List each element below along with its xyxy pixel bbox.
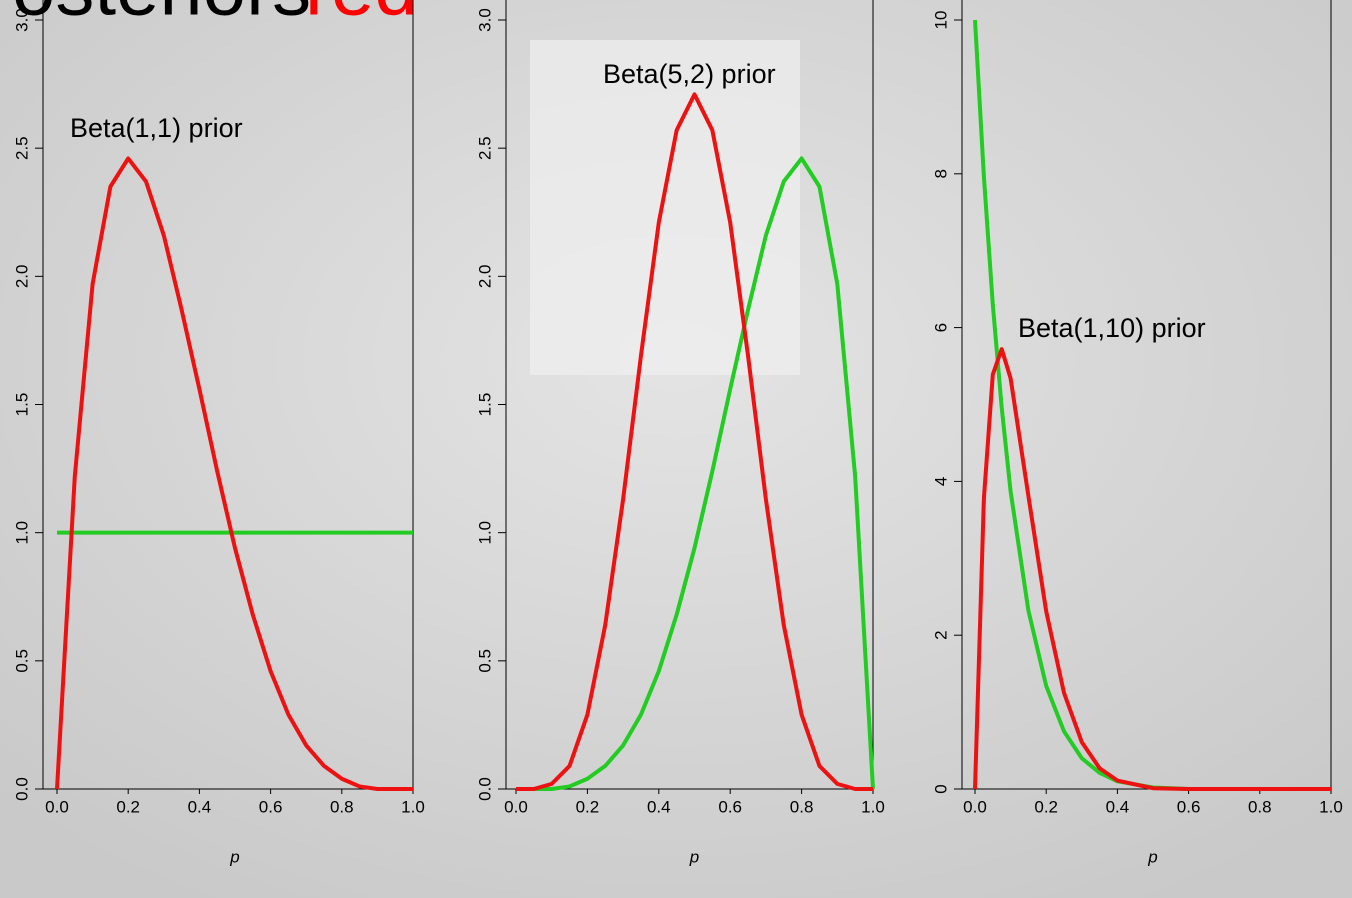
- x-tick-label: 0.6: [1177, 797, 1201, 816]
- banner-text: red: [305, 0, 418, 32]
- x-tick-label: 1.0: [1319, 797, 1343, 816]
- y-tick-label: 0.0: [475, 777, 494, 801]
- annotation: Beta(5,2) prior: [603, 59, 776, 89]
- x-tick-label: 0.2: [116, 797, 140, 816]
- y-tick-label: 3.0: [475, 8, 494, 32]
- y-tick-label: 4: [931, 477, 950, 486]
- y-tick-label: 1.0: [475, 521, 494, 545]
- x-tick-label: 0.8: [1248, 797, 1272, 816]
- y-tick-label: 3.0: [12, 8, 31, 32]
- y-tick-label: 0: [931, 784, 950, 793]
- chart: Posteriors red 0.0 0.5 1.0 1.5 2.0 2.5 3.0 0.0 0…: [0, 0, 1352, 898]
- x-tick-label: 0.0: [45, 797, 69, 816]
- x-tick-label: 0.2: [1034, 797, 1058, 816]
- x-tick-label: 0.4: [188, 797, 212, 816]
- x-tick-label: 1.0: [861, 797, 885, 816]
- x-tick-label: 0.0: [963, 797, 987, 816]
- y-tick-label: 8: [931, 169, 950, 178]
- x-tick-label: 0.4: [1106, 797, 1130, 816]
- x-tick-label: 0.2: [576, 797, 600, 816]
- y-tick-label: 0.0: [12, 777, 31, 801]
- y-tick-label: 10: [931, 11, 950, 30]
- banner-text: Posteriors: [0, 0, 311, 32]
- y-tick-label: 0.5: [12, 649, 31, 673]
- background-shape: [530, 40, 800, 375]
- y-tick-label: 6: [931, 323, 950, 332]
- annotation: Beta(1,10) prior: [1018, 313, 1206, 343]
- annotation: Beta(1,1) prior: [70, 113, 243, 143]
- x-tick-label: 0.6: [259, 797, 283, 816]
- y-tick-label: 1.0: [12, 521, 31, 545]
- y-tick-label: 0.5: [475, 649, 494, 673]
- y-tick-label: 2.5: [12, 136, 31, 160]
- x-tick-label: 0.6: [718, 797, 742, 816]
- x-tick-label: 0.0: [504, 797, 528, 816]
- x-axis-label: p: [229, 847, 239, 866]
- x-tick-label: 0.4: [647, 797, 671, 816]
- y-tick-label: 2: [931, 630, 950, 639]
- y-tick-label: 2.0: [475, 265, 494, 289]
- y-tick-label: 1.5: [475, 393, 494, 417]
- y-tick-label: 1.5: [12, 393, 31, 417]
- page: Posteriors red 0.0 0.5 1.0 1.5 2.0 2.5 3.0 0.0 0…: [0, 0, 1352, 898]
- y-tick-label: 2.5: [475, 136, 494, 160]
- x-axis-label: p: [689, 847, 699, 866]
- x-tick-label: 1.0: [401, 797, 425, 816]
- x-tick-label: 0.8: [330, 797, 354, 816]
- x-tick-label: 0.8: [790, 797, 814, 816]
- x-axis-label: p: [1147, 847, 1157, 866]
- y-tick-label: 2.0: [12, 265, 31, 289]
